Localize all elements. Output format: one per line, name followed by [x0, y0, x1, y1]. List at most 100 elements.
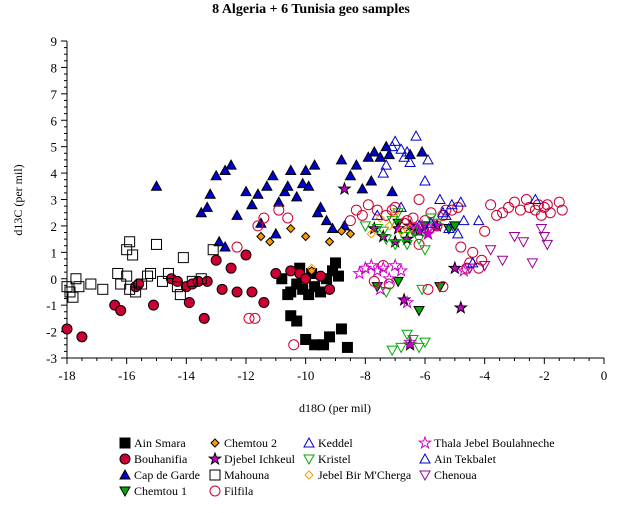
data-point — [420, 226, 436, 240]
data-point — [303, 289, 315, 301]
data-point — [402, 218, 418, 233]
data-point — [416, 284, 428, 296]
legend-label: Chenoua — [434, 468, 477, 482]
data-point — [359, 221, 372, 232]
data-point — [485, 199, 497, 211]
data-point — [413, 305, 425, 317]
data-point — [383, 278, 395, 290]
legend-label: Ain Tekbalet — [434, 452, 496, 466]
data-point — [311, 206, 324, 218]
data-point — [186, 275, 198, 287]
legend-label: Cap de Garde — [134, 468, 200, 482]
data-point — [344, 215, 356, 227]
data-point — [413, 342, 425, 354]
data-point — [386, 216, 399, 227]
data-point — [414, 218, 430, 233]
data-point — [392, 276, 404, 288]
scatter-plot: -18 -16 -14 -12 -10 -8 -6 -4 -2 0-3-2-10123456789… — [11, 34, 608, 415]
data-point — [405, 223, 415, 234]
y-tick-label: 1 — [51, 245, 58, 260]
data-point — [362, 151, 375, 162]
series-kristel — [359, 208, 443, 357]
data-point — [300, 273, 312, 285]
data-point — [195, 273, 207, 285]
data-point — [529, 193, 542, 204]
x-tick-label: -18 — [58, 368, 75, 383]
data-point — [541, 239, 554, 251]
legend-symbol — [419, 470, 431, 482]
data-point — [201, 201, 214, 212]
data-point — [336, 226, 347, 236]
y-tick-label: -3 — [46, 351, 57, 366]
x-tick-label: -8 — [360, 368, 371, 383]
data-point — [195, 206, 208, 218]
y-tick-label: 5 — [51, 140, 58, 155]
data-point — [145, 267, 157, 279]
legend-marker — [419, 470, 431, 482]
data-point — [395, 342, 407, 354]
legend-marker — [304, 470, 314, 480]
data-point — [434, 193, 446, 204]
data-point — [273, 204, 285, 216]
legend-marker — [209, 469, 221, 481]
data-point — [85, 278, 97, 290]
data-point — [142, 270, 154, 282]
data-point — [535, 224, 548, 235]
data-point — [345, 229, 356, 239]
data-point — [395, 143, 407, 154]
data-point — [376, 260, 391, 275]
x-tick-label: 0 — [601, 368, 608, 383]
data-point — [401, 329, 413, 341]
data-point — [399, 231, 415, 246]
data-point — [335, 323, 347, 335]
legend-label: Djebel Ichkeul — [224, 452, 295, 466]
data-point — [365, 174, 378, 186]
data-point — [401, 239, 413, 251]
data-point — [324, 283, 336, 295]
data-point — [207, 244, 219, 256]
data-point — [389, 135, 402, 146]
data-point — [231, 241, 243, 253]
data-point — [130, 286, 142, 298]
data-point — [472, 214, 485, 226]
legend-label: Kristel — [318, 452, 351, 466]
y-tick-label: 4 — [51, 166, 58, 181]
data-point — [402, 334, 418, 349]
data-point — [388, 258, 403, 272]
legend-label: Bouhanifia — [134, 452, 188, 466]
data-point — [258, 297, 270, 309]
data-point — [281, 180, 294, 191]
legend-symbol — [419, 452, 431, 464]
data-point — [398, 217, 410, 229]
data-point — [216, 283, 228, 295]
data-point — [332, 270, 344, 282]
y-tick-label: 3 — [51, 193, 58, 208]
legend-label: Mahouna — [224, 468, 270, 482]
data-point — [514, 204, 526, 216]
data-point — [526, 258, 539, 269]
data-point — [419, 174, 431, 186]
data-point — [425, 217, 437, 228]
data-point — [246, 198, 258, 210]
legend-label: Keddel — [318, 436, 353, 450]
data-point — [508, 231, 521, 243]
data-point — [300, 231, 311, 242]
data-point — [399, 294, 415, 309]
data-point — [150, 180, 163, 191]
x-tick-label: -12 — [237, 368, 254, 383]
x-tick-label: -6 — [420, 368, 431, 383]
y-tick-label: 0 — [51, 272, 58, 287]
data-point — [326, 222, 339, 234]
data-point — [517, 237, 530, 248]
legend-marker — [419, 452, 431, 464]
legend-symbol — [119, 453, 131, 465]
data-point — [393, 263, 409, 277]
legend-marker — [119, 437, 131, 449]
data-point — [288, 339, 300, 351]
data-point — [337, 181, 352, 196]
data-point — [121, 244, 133, 256]
data-point — [269, 227, 282, 239]
data-point — [256, 231, 266, 242]
data-point — [210, 254, 222, 266]
data-point — [231, 286, 243, 298]
